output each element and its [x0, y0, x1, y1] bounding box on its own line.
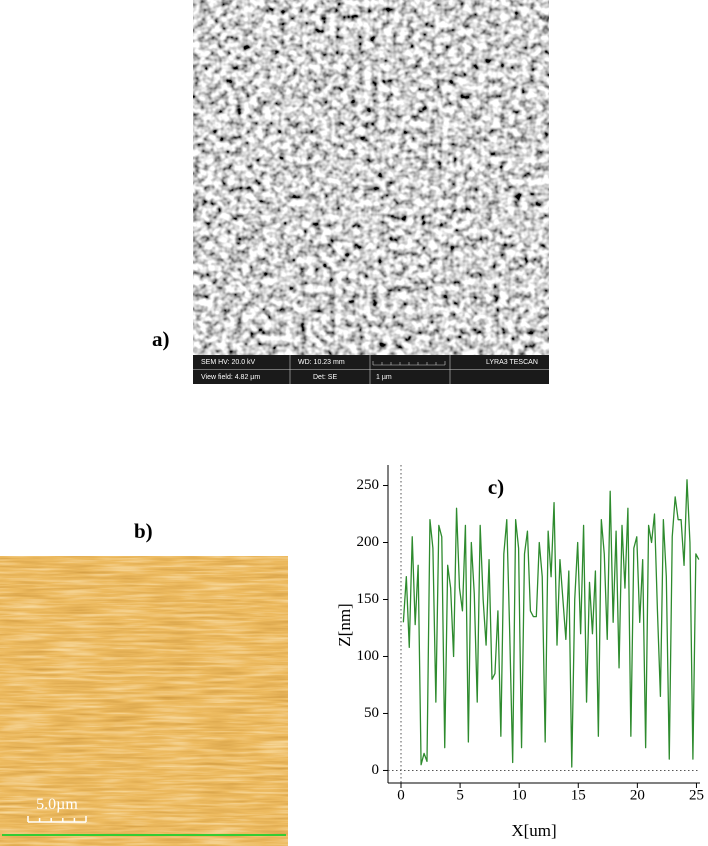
- info-text: WD: 10.23 mm: [298, 359, 345, 366]
- x-axis-label: X[um]: [511, 821, 556, 840]
- afm-image: [0, 556, 288, 846]
- x-tick-label: 10: [512, 787, 527, 803]
- profile-line: [402, 479, 700, 768]
- info-text: SEM HV: 20.0 kV: [201, 359, 256, 366]
- panel-label: a): [152, 327, 170, 351]
- y-tick-label: 0: [372, 762, 380, 778]
- x-tick-label: 15: [571, 787, 586, 803]
- y-tick-label: 50: [364, 705, 379, 721]
- scale-bar-label: 5.0µm: [36, 796, 78, 813]
- info-text: View field: 4.82 µm: [201, 374, 260, 381]
- x-tick-label: 25: [689, 787, 704, 803]
- info-text: 1 µm: [376, 374, 392, 381]
- panel-label: b): [134, 519, 153, 543]
- sem-image: [193, 0, 549, 355]
- y-axis-label: Z[nm]: [335, 603, 354, 646]
- x-tick-label: 20: [630, 787, 645, 803]
- info-text: LYRA3 TESCAN: [486, 359, 538, 366]
- y-tick-label: 100: [357, 648, 380, 664]
- scale-bar: [27, 816, 87, 823]
- y-tick-label: 150: [357, 591, 380, 607]
- y-tick-label: 250: [357, 477, 380, 493]
- info-bar-lines: [193, 355, 549, 384]
- info-text: Det: SE: [313, 374, 337, 381]
- y-tick-label: 200: [357, 534, 380, 550]
- x-tick-label: 5: [456, 787, 464, 803]
- x-tick-label: 0: [397, 787, 405, 803]
- annotation: c): [488, 475, 504, 499]
